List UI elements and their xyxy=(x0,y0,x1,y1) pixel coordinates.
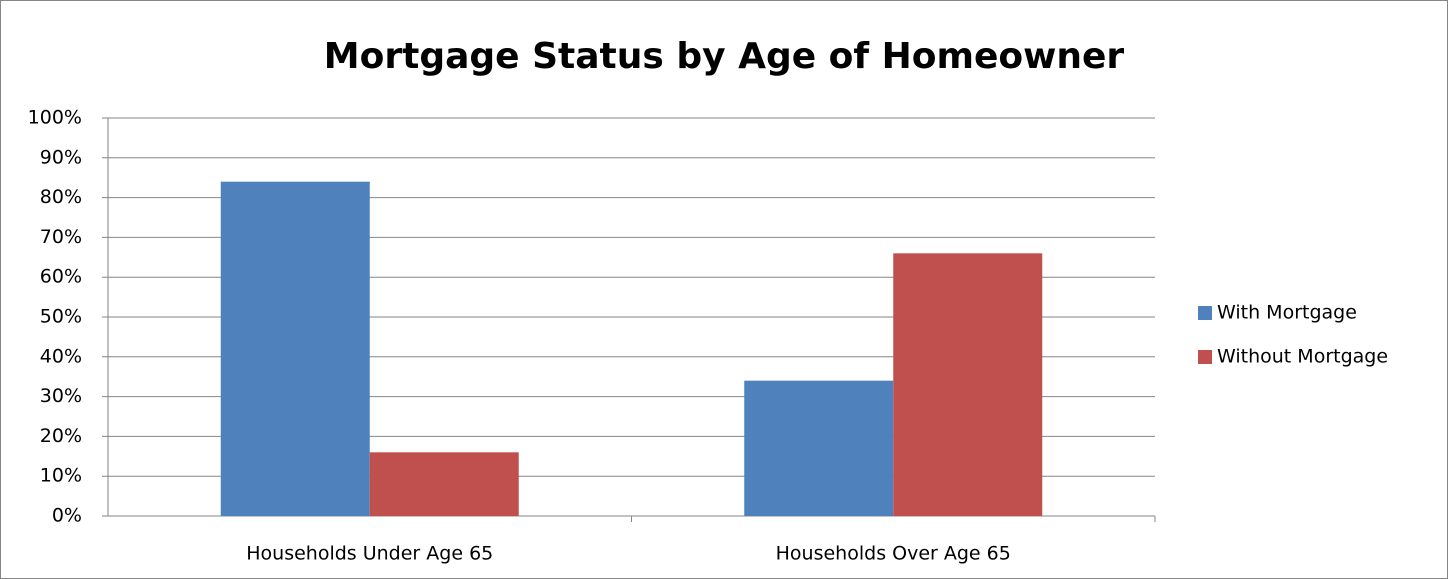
y-tick-label: 80% xyxy=(40,186,82,208)
y-tick-label: 30% xyxy=(40,385,82,407)
bar xyxy=(893,253,1043,516)
y-tick-label: 50% xyxy=(40,306,82,328)
bar xyxy=(369,452,519,516)
y-tick-label: 90% xyxy=(40,146,82,168)
y-tick-label: 20% xyxy=(40,425,82,447)
y-tick-label: 10% xyxy=(40,465,82,487)
legend-swatch xyxy=(1198,306,1212,320)
legend-label: Without Mortgage xyxy=(1217,346,1388,368)
x-tick-label: Households Over Age 65 xyxy=(776,543,1011,565)
chart-title: Mortgage Status by Age of Homeowner xyxy=(324,36,1125,77)
y-tick-label: 70% xyxy=(40,226,82,248)
y-tick-label: 40% xyxy=(40,345,82,367)
legend-label: With Mortgage xyxy=(1217,302,1357,324)
y-tick-label: 60% xyxy=(40,266,82,288)
bar xyxy=(744,380,894,516)
legend-swatch xyxy=(1198,350,1212,364)
x-tick-label: Households Under Age 65 xyxy=(246,543,493,565)
bar xyxy=(220,181,370,516)
y-tick-label: 0% xyxy=(52,505,82,527)
y-tick-label: 100% xyxy=(28,107,82,129)
